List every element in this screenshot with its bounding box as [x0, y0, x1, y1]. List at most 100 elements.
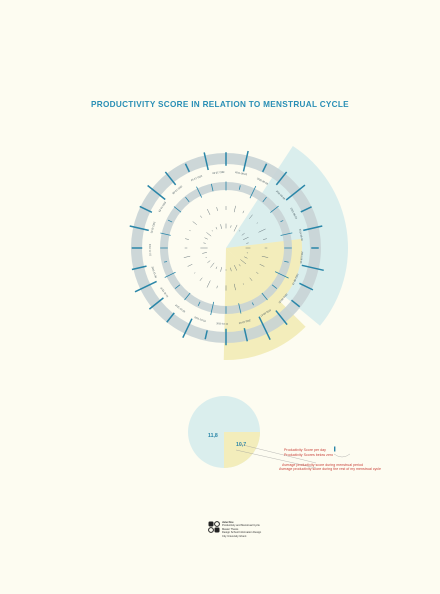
- date-label: 2011-09-06: [299, 251, 304, 264]
- score-tick: [291, 299, 301, 308]
- score-tick: [206, 232, 212, 237]
- score-tick: [164, 171, 177, 186]
- date-label: 2011-10-04: [238, 319, 251, 325]
- score-tick: [242, 150, 249, 172]
- score-tick: [246, 242, 249, 244]
- date-label: 2011-12-13: [190, 174, 203, 182]
- score-tick: [206, 280, 211, 288]
- leader-line-1: [238, 443, 317, 464]
- pie-rest-value: 11,8: [208, 433, 218, 439]
- leader-line-2: [235, 449, 317, 469]
- score-tick: [249, 214, 253, 219]
- date-label: 2011-12-06: [171, 185, 183, 195]
- score-tick: [167, 219, 173, 223]
- score-tick: [220, 267, 222, 272]
- score-tick: [203, 152, 209, 171]
- score-tick: [220, 224, 222, 229]
- score-tick: [261, 163, 268, 173]
- score-tick: [244, 256, 248, 259]
- score-tick: [258, 316, 271, 340]
- score-tick: [301, 264, 324, 272]
- score-tick: [202, 252, 207, 254]
- score-tick: [249, 185, 257, 199]
- pie-period-value: 10,7: [236, 442, 246, 448]
- menstrual-wedge-inner: [226, 238, 302, 303]
- date-label: 2011-11-29: [157, 201, 166, 213]
- score-tick: [184, 292, 191, 301]
- score-tick: [207, 208, 211, 215]
- score-tick: [238, 264, 241, 267]
- credit-author: Jane Doe: [222, 521, 234, 524]
- score-tick: [210, 262, 215, 268]
- poster-title: PRODUCTIVITY SCORE IN RELATION TO MENSTR…: [91, 100, 349, 109]
- score-tick: [194, 272, 196, 274]
- legend-avg-rest: Average productivity score during the re…: [279, 467, 381, 471]
- score-tick: [234, 265, 238, 271]
- score-tick: [303, 225, 323, 232]
- date-label: 2011-08-23: [289, 207, 297, 220]
- score-tick: [261, 292, 268, 301]
- score-tick: [233, 224, 238, 232]
- score-tick: [215, 266, 218, 270]
- score-tick: [233, 283, 236, 291]
- score-tick: [203, 242, 206, 244]
- score-tick: [242, 210, 245, 214]
- score-tick: [299, 282, 314, 291]
- score-tick: [183, 255, 191, 258]
- score-tick: [185, 196, 190, 203]
- score-tick: [238, 303, 242, 314]
- pie-period-slice: [224, 432, 260, 468]
- legend-avg-period: Average productivity score during menstr…: [282, 463, 363, 467]
- date-label: 2011-09-13: [291, 273, 299, 286]
- date-label: 2011-08-16: [275, 190, 286, 201]
- legend-score-swatch: [334, 446, 336, 452]
- score-tick: [210, 183, 214, 192]
- university-logo-icon: [208, 521, 220, 533]
- date-label: 2011-10-11: [216, 322, 229, 326]
- score-tick: [164, 271, 176, 278]
- score-tick: [160, 232, 171, 236]
- date-label: 2011-08-02: [235, 171, 248, 176]
- score-tick: [182, 318, 193, 338]
- score-tick: [263, 238, 267, 240]
- score-tick: [166, 312, 175, 323]
- legend-bracket-icon: [333, 453, 351, 458]
- score-tick: [200, 215, 203, 218]
- score-tick: [300, 206, 312, 213]
- date-label: 2011-11-22: [149, 221, 155, 234]
- score-tick: [197, 301, 201, 307]
- score-tick: [204, 330, 208, 340]
- score-tick: [211, 230, 213, 232]
- score-tick: [210, 301, 215, 316]
- date-label: 2011-10-25: [174, 304, 186, 314]
- score-tick: [204, 237, 208, 240]
- score-tick: [270, 205, 279, 213]
- date-label: 2011-08-30: [298, 229, 303, 242]
- score-tick: [205, 257, 207, 259]
- score-tick: [275, 171, 288, 186]
- score-tick: [271, 284, 278, 289]
- date-label: 2011-09-20: [277, 293, 288, 305]
- credit-project: Productivity and Menstrual Cycle: [222, 524, 260, 528]
- score-tick: [147, 184, 166, 201]
- score-tick: [189, 230, 191, 232]
- score-tick: [230, 225, 232, 228]
- score-tick: [239, 230, 241, 232]
- score-tick: [258, 228, 266, 233]
- score-tick: [256, 271, 259, 274]
- score-tick: [207, 260, 211, 264]
- score-tick: [251, 302, 254, 306]
- date-label: 2011-11-08: [151, 266, 158, 279]
- date-label: 2011-10-18: [194, 316, 207, 323]
- score-tick: [280, 232, 293, 236]
- score-tick: [249, 277, 253, 281]
- score-tick: [187, 264, 193, 267]
- date-label: 2011-11-15: [148, 244, 151, 257]
- legend-score-below-zero: Productivity Scores below zero: [284, 453, 333, 457]
- score-tick: [196, 186, 203, 198]
- score-tick: [243, 236, 249, 240]
- score-tick: [199, 277, 203, 281]
- score-tick: [262, 196, 267, 203]
